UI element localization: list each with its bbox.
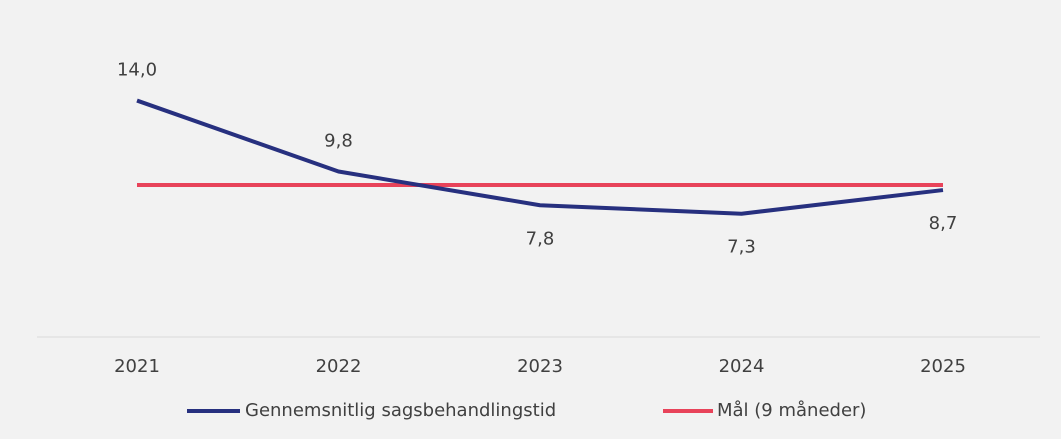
x-tick-label: 2022 — [316, 356, 362, 377]
x-tick-label: 2021 — [114, 356, 160, 377]
x-tick-label: 2024 — [719, 356, 765, 377]
x-tick-label: 2023 — [517, 356, 563, 377]
data-label: 7,3 — [727, 237, 756, 258]
x-tick-label: 2025 — [920, 356, 966, 377]
legend-label: Gennemsnitlig sagsbehandlingstid — [245, 400, 556, 421]
data-label: 7,8 — [526, 228, 555, 249]
data-label: 8,7 — [929, 213, 958, 234]
legend-label: Mål (9 måneder) — [717, 400, 866, 421]
data-label: 14,0 — [117, 60, 157, 81]
data-label: 9,8 — [324, 130, 353, 151]
series-line — [136, 98, 944, 216]
